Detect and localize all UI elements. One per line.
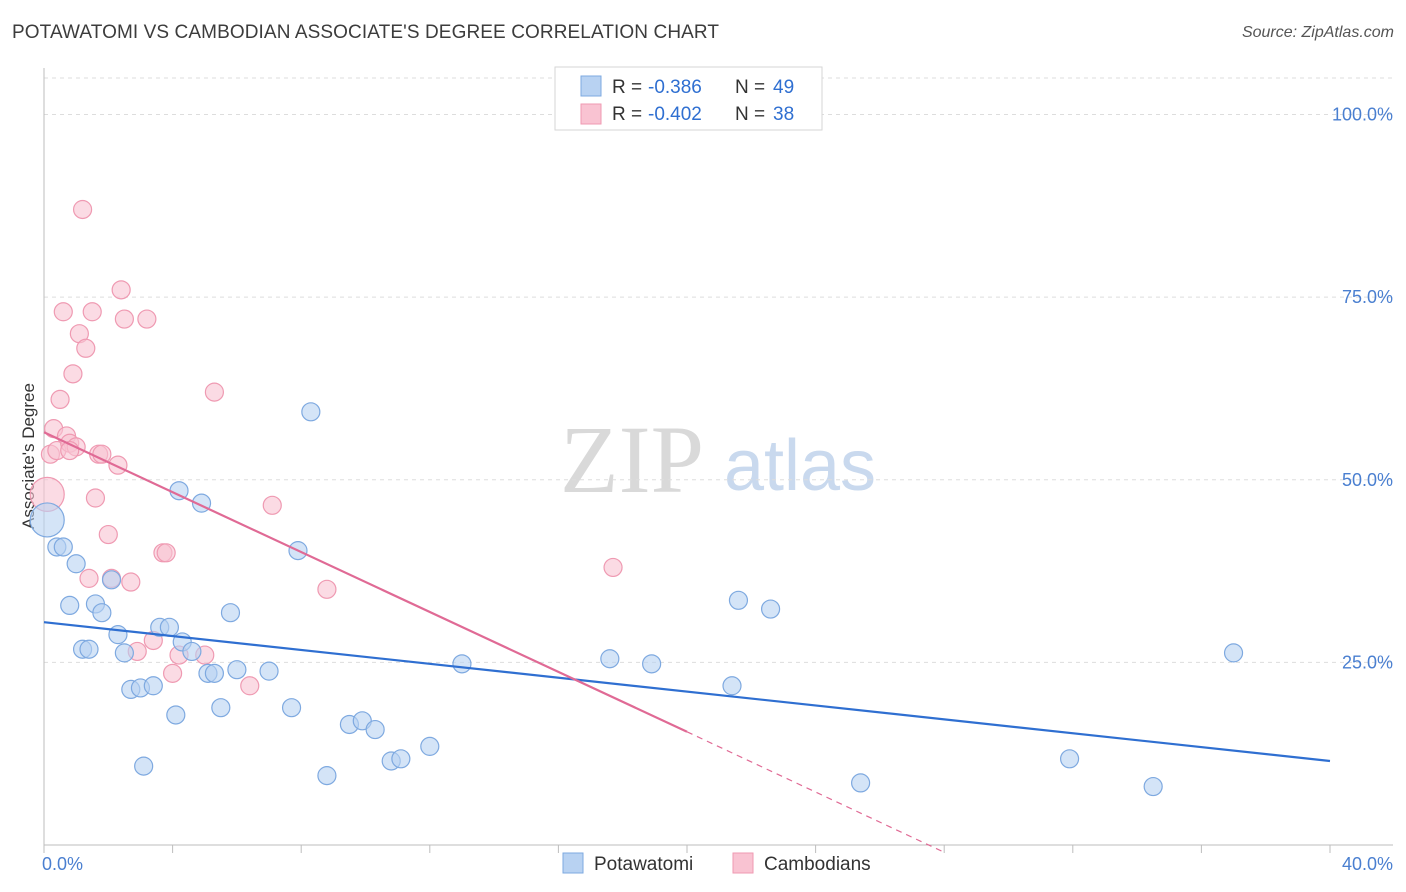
legend-n-value-2: 38	[773, 104, 794, 125]
x-tick-label: 40.0%	[1342, 854, 1393, 874]
legend-bottom-label-potawatomi: Potawatomi	[594, 854, 693, 875]
point-potawatomi	[301, 402, 321, 422]
legend-bottom-swatch-cambodians	[732, 852, 754, 874]
axes	[43, 68, 1393, 846]
point-potawatomi	[166, 705, 186, 725]
point-cambodians	[603, 557, 623, 578]
legend-top-swatch-cambodians	[580, 103, 602, 125]
legend-r-label-2: R =	[612, 104, 642, 125]
point-cambodians	[317, 579, 337, 599]
point-potawatomi	[108, 625, 128, 645]
x-tick-label: 0.0%	[42, 854, 83, 874]
trend-line-cambodians	[43, 431, 688, 733]
point-potawatomi	[92, 603, 112, 623]
point-potawatomi	[452, 654, 472, 674]
point-potawatomi	[642, 654, 662, 674]
point-cambodians	[76, 338, 96, 358]
point-cambodians	[156, 543, 176, 563]
y-tick-label: 75.0%	[1342, 287, 1393, 307]
point-potawatomi	[391, 749, 411, 769]
legend-bottom: Potawatomi Cambodians	[562, 852, 871, 875]
point-potawatomi	[79, 639, 99, 659]
trend-line-potawatomi	[43, 621, 1331, 763]
point-cambodians	[63, 364, 83, 384]
point-cambodians	[79, 568, 99, 588]
point-cambodians	[204, 382, 224, 402]
chart-source: Source: ZipAtlas.com	[1241, 24, 1394, 41]
point-cambodians	[108, 455, 128, 475]
point-potawatomi	[182, 641, 202, 662]
point-potawatomi	[227, 660, 247, 680]
legend-r-value-1: -0.386	[648, 77, 702, 98]
point-potawatomi	[600, 649, 620, 669]
legend-top-swatch-potawatomi	[580, 75, 602, 97]
x-ticks	[43, 845, 1331, 853]
point-potawatomi	[211, 698, 231, 718]
point-potawatomi	[722, 676, 742, 696]
legend-n-value-1: 49	[773, 77, 794, 98]
legend-r-label-1: R =	[612, 77, 642, 98]
point-potawatomi	[66, 554, 86, 574]
point-potawatomi	[53, 537, 73, 557]
legend-bottom-label-cambodians: Cambodians	[764, 854, 871, 875]
point-potawatomi	[365, 719, 385, 740]
point-potawatomi	[1223, 643, 1244, 663]
point-potawatomi	[1143, 776, 1163, 797]
point-potawatomi	[317, 766, 337, 786]
point-cambodians	[111, 280, 131, 300]
grid-lines	[44, 77, 1393, 663]
legend-top: R = -0.386 N = 49 R = -0.402 N = 38	[554, 66, 823, 131]
point-cambodians	[85, 488, 106, 508]
point-cambodians	[50, 389, 70, 410]
point-potawatomi	[1059, 749, 1080, 769]
point-potawatomi	[204, 663, 224, 683]
point-potawatomi	[420, 736, 440, 756]
y-tick-label: 25.0%	[1342, 652, 1393, 672]
point-potawatomi	[220, 603, 241, 623]
legend-r-value-2: -0.402	[648, 104, 702, 125]
point-potawatomi	[760, 599, 781, 619]
point-cambodians	[137, 309, 157, 329]
point-cambodians	[53, 302, 73, 322]
y-tick-label: 100.0%	[1332, 105, 1393, 125]
point-potawatomi	[114, 643, 134, 663]
point-cambodians	[121, 572, 141, 592]
point-potawatomi	[60, 595, 80, 616]
point-cambodians	[92, 444, 112, 464]
point-potawatomi	[134, 756, 154, 776]
point-potawatomi	[29, 502, 65, 538]
point-cambodians	[163, 663, 183, 683]
point-potawatomi	[259, 661, 279, 681]
point-potawatomi	[851, 773, 871, 793]
legend-n-label-2: N =	[735, 104, 765, 125]
point-potawatomi	[728, 590, 749, 610]
point-cambodians	[114, 309, 134, 329]
y-tick-label: 50.0%	[1342, 470, 1393, 490]
point-cambodians	[72, 199, 93, 220]
legend-bottom-swatch-potawatomi	[562, 852, 584, 874]
watermark-zip: ZIP	[560, 406, 704, 513]
watermark-atlas: atlas	[724, 426, 876, 506]
legend-n-label-1: N =	[735, 77, 765, 98]
point-cambodians	[98, 524, 118, 545]
point-potawatomi	[101, 570, 122, 590]
point-cambodians	[240, 676, 260, 696]
y-tick-labels: 25.0% 50.0% 75.0% 100.0%	[1332, 105, 1393, 673]
point-cambodians	[262, 495, 282, 515]
scatter-points	[29, 199, 1244, 797]
point-potawatomi	[159, 617, 179, 637]
trend-lines	[43, 431, 1331, 853]
chart-title: POTAWATOMI VS CAMBODIAN ASSOCIATE'S DEGR…	[12, 22, 720, 43]
x-tick-labels: 0.0% 40.0%	[42, 854, 1393, 874]
point-cambodians	[82, 302, 102, 322]
point-potawatomi	[281, 698, 302, 718]
trend-line-cambodians-extension	[686, 731, 945, 853]
point-potawatomi	[143, 676, 163, 696]
